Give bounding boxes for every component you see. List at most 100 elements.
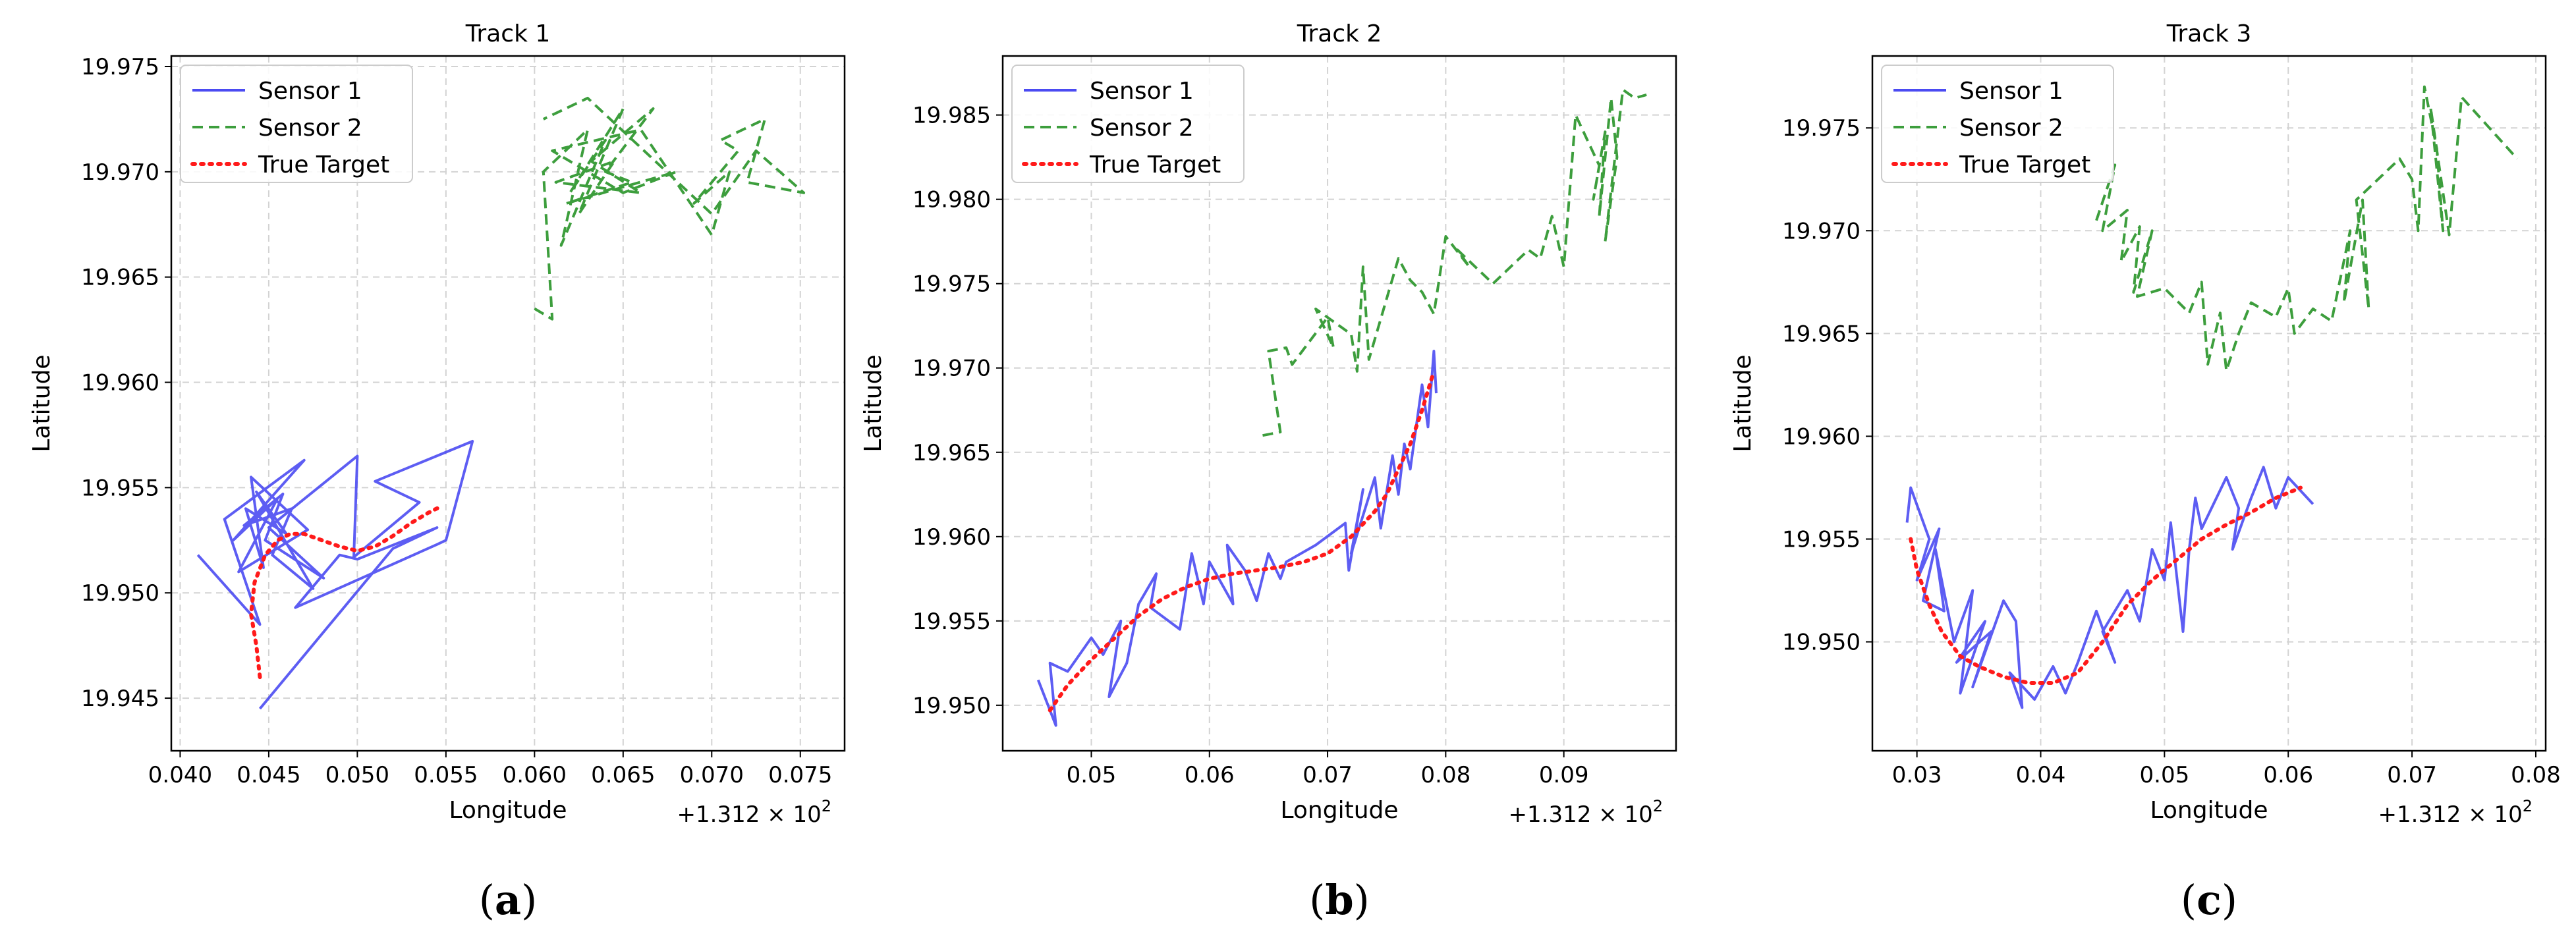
panel-caption: (a): [479, 876, 538, 924]
y-tick-label: 19.955: [1782, 527, 1861, 553]
chart-panel-1: 0.040 0.045 0.050 0.055 0.060 0.065 0.070 0.075…: [28, 20, 846, 828]
series-line-sensor-1: [1036, 350, 1438, 727]
y-tick-label: 19.965: [1782, 321, 1861, 347]
legend-label: Sensor 1: [1090, 78, 1194, 105]
y-tick-label: 19.965: [81, 265, 159, 291]
y-axis-label: Latitude: [28, 354, 55, 452]
series-line-true-target: [1909, 485, 2303, 685]
x-tick-label: 0.04: [2016, 762, 2066, 788]
y-tick-label: 19.965: [912, 440, 991, 466]
series-group: [196, 96, 806, 710]
x-tick-label: 0.08: [2511, 762, 2561, 788]
x-tick-label: 0.06: [1185, 762, 1235, 788]
chart-title: Track 3: [2166, 20, 2252, 47]
panel-caption: (b): [1309, 876, 1370, 924]
y-tick-label: 19.950: [1782, 630, 1861, 656]
x-tick-label: 0.06: [2263, 762, 2313, 788]
caption-open-paren: (: [2181, 876, 2197, 924]
legend-box: [1011, 65, 1245, 183]
y-tick-label: 19.960: [1782, 423, 1861, 450]
caption-open-paren: (: [479, 876, 495, 924]
y-tick-label: 19.975: [1782, 115, 1861, 142]
y-tick-label: 19.970: [1782, 218, 1861, 244]
y-tick-label: 19.960: [912, 524, 991, 551]
x-axis-label: Longitude: [2150, 797, 2268, 824]
x-offset-base: +1.312 × 10: [2378, 802, 2523, 828]
x-tick-label: 0.05: [1067, 762, 1117, 788]
chart-title: Track 1: [465, 20, 551, 47]
x-tick-label: 0.050: [325, 762, 389, 788]
y-tick-label: 19.980: [912, 187, 991, 213]
axes-frame: [170, 55, 846, 752]
caption-close-paren: ): [2222, 876, 2237, 924]
x-offset-exponent: 2: [1653, 797, 1663, 815]
y-tick-label: 19.945: [81, 686, 159, 712]
series-line-true-target: [249, 504, 443, 680]
x-axis-label: Longitude: [449, 797, 567, 824]
legend-label: Sensor 2: [1090, 115, 1194, 142]
legend-label: True Target: [258, 151, 389, 178]
legend: Sensor 1 Sensor 2 True Target: [1011, 65, 1245, 183]
axes-frame: [1001, 55, 1677, 752]
legend-label: Sensor 2: [1959, 115, 2063, 142]
y-axis-label: Latitude: [860, 354, 887, 452]
x-offset-label: +1.312 × 102: [1509, 797, 1663, 828]
x-offset-base: +1.312 × 10: [1509, 802, 1653, 828]
series-line-true-target: [1048, 369, 1436, 713]
x-tick-label: 0.07: [1302, 762, 1353, 788]
series-line-sensor-1: [1905, 466, 2314, 709]
legend-label: True Target: [1959, 151, 2090, 178]
x-tick-label: 0.08: [1421, 762, 1471, 788]
legend-label: True Target: [1089, 151, 1221, 178]
x-tick-label: 0.05: [2140, 762, 2190, 788]
panel-caption: (c): [2181, 876, 2237, 924]
series-line-sensor-1: [196, 440, 474, 710]
series-group: [1036, 88, 1647, 727]
y-tick-label: 19.955: [81, 475, 159, 501]
caption-letter: b: [1325, 876, 1353, 924]
x-axis-label: Longitude: [1280, 797, 1398, 824]
caption-close-paren: ): [1354, 876, 1370, 924]
legend-label: Sensor 1: [1959, 78, 2063, 105]
x-offset-base: +1.312 × 10: [677, 802, 822, 828]
y-tick-label: 19.975: [81, 54, 159, 80]
y-tick-label: 19.950: [81, 580, 159, 607]
y-tick-label: 19.960: [81, 370, 159, 396]
series-line-sensor-2: [2095, 85, 2519, 372]
y-tick-label: 19.955: [912, 609, 991, 635]
caption-close-paren: ): [521, 876, 537, 924]
x-tick-label: 0.09: [1539, 762, 1589, 788]
axes-frame: [1871, 55, 2547, 752]
x-tick-label: 0.075: [768, 762, 832, 788]
series-group: [1905, 85, 2519, 709]
y-tick-label: 19.970: [81, 159, 159, 186]
series-line-sensor-2: [534, 96, 806, 321]
y-axis-label: Latitude: [1729, 354, 1756, 452]
legend-label: Sensor 1: [258, 78, 362, 105]
x-tick-label: 0.055: [414, 762, 478, 788]
x-offset-exponent: 2: [822, 797, 831, 815]
caption-letter: c: [2197, 876, 2222, 924]
x-tick-label: 0.040: [148, 762, 212, 788]
x-offset-label: +1.312 × 102: [2378, 797, 2533, 828]
x-tick-label: 0.03: [1892, 762, 1942, 788]
x-tick-label: 0.07: [2387, 762, 2437, 788]
x-tick-label: 0.070: [680, 762, 744, 788]
caption-letter: a: [495, 876, 521, 924]
x-offset-exponent: 2: [2523, 797, 2533, 815]
legend-box: [180, 65, 413, 183]
y-tick-label: 19.975: [912, 271, 991, 298]
x-offset-label: +1.312 × 102: [677, 797, 831, 828]
y-tick-label: 19.985: [912, 103, 991, 129]
legend: Sensor 1 Sensor 2 True Target: [1881, 65, 2114, 183]
chart-panel-2: 0.05 0.06 0.07 0.08 0.09 19.950 19.955 19.960 19…: [860, 20, 1677, 828]
x-tick-label: 0.065: [591, 762, 655, 788]
y-tick-label: 19.950: [912, 693, 991, 719]
series-line-sensor-2: [1262, 88, 1647, 437]
legend: Sensor 1 Sensor 2 True Target: [180, 65, 413, 183]
caption-open-paren: (: [1309, 876, 1325, 924]
y-tick-label: 19.970: [912, 356, 991, 382]
legend-box: [1881, 65, 2114, 183]
x-tick-label: 0.045: [237, 762, 300, 788]
